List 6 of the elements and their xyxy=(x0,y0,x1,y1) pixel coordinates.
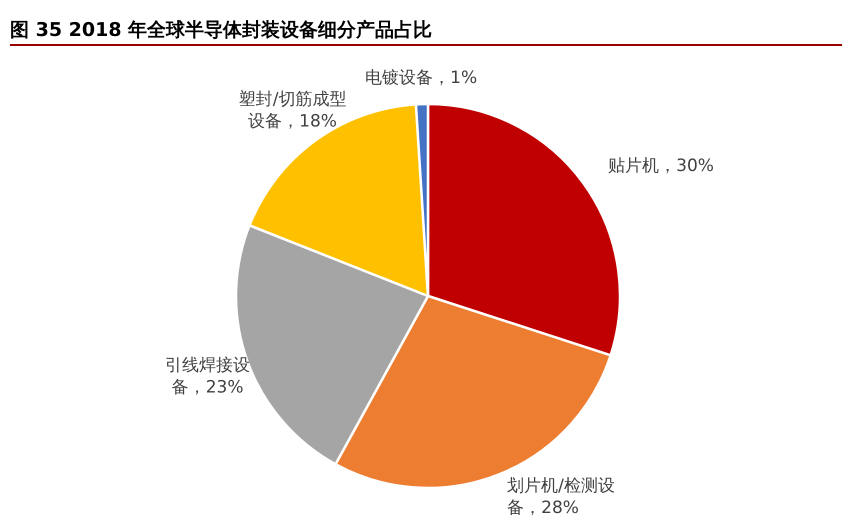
slice-label: 贴片机，30% xyxy=(608,156,714,176)
slice-label: 电镀设备，1% xyxy=(365,68,478,88)
slice-label: 划片机/检测设备，28% xyxy=(507,476,615,518)
chart-title: 图 35 2018 年全球半导体封装设备细分产品占比 xyxy=(10,19,432,41)
slice-label: 引线焊接设备，23% xyxy=(165,355,250,398)
slice-label: 塑封/切筋成型设备，18% xyxy=(238,90,346,132)
